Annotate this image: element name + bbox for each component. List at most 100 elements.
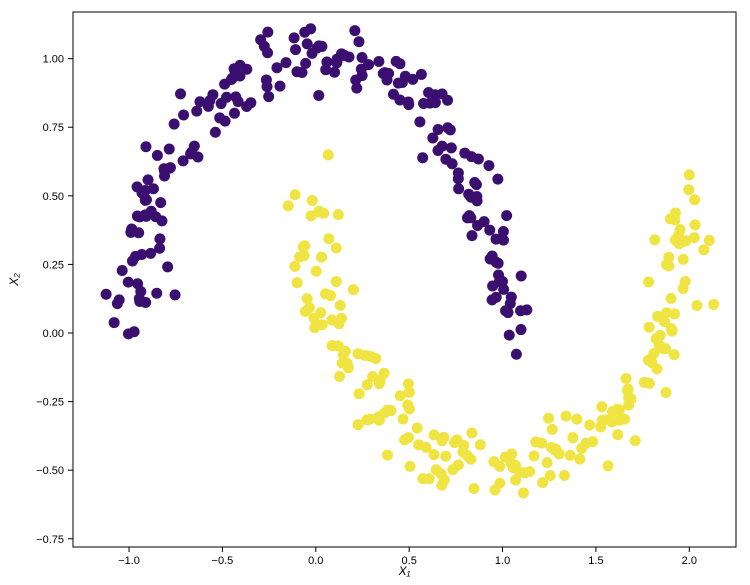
scatter-point bbox=[101, 289, 112, 300]
scatter-point bbox=[506, 458, 517, 469]
scatter-point bbox=[132, 278, 143, 289]
scatter-point bbox=[332, 56, 343, 67]
scatter-point bbox=[619, 414, 630, 425]
scatter-point bbox=[151, 288, 162, 299]
scatter-point bbox=[657, 343, 668, 354]
scatter-point bbox=[453, 183, 464, 194]
y-tick-label: −0.75 bbox=[36, 534, 64, 546]
scatter-point bbox=[621, 373, 632, 384]
scatter-point bbox=[229, 63, 240, 74]
scatter-point bbox=[559, 470, 570, 481]
scatter-point bbox=[271, 62, 282, 73]
scatter-point bbox=[644, 322, 655, 333]
y-tick-label: 0.75 bbox=[43, 122, 64, 134]
scatter-point bbox=[333, 209, 344, 220]
scatter-point bbox=[690, 219, 701, 230]
scatter-point bbox=[221, 92, 232, 103]
scatter-point bbox=[649, 234, 660, 245]
scatter-point bbox=[437, 141, 448, 152]
scatter-point bbox=[497, 276, 508, 287]
scatter-point bbox=[466, 230, 477, 241]
scatter-point bbox=[134, 211, 145, 222]
scatter-point bbox=[155, 197, 166, 208]
chart-svg: −1.0−0.50.00.51.01.52.0−0.75−0.50−0.250.… bbox=[0, 0, 750, 585]
scatter-point bbox=[331, 243, 342, 254]
scatter-point bbox=[162, 261, 173, 272]
y-tick-label: −0.50 bbox=[36, 465, 64, 477]
scatter-point bbox=[154, 243, 165, 254]
x-tick-label: 0.0 bbox=[308, 555, 323, 567]
scatter-point bbox=[667, 326, 678, 337]
y-tick-label: 0.50 bbox=[43, 191, 64, 203]
scatter-point bbox=[133, 227, 144, 238]
scatter-point bbox=[290, 189, 301, 200]
scatter-point bbox=[689, 194, 700, 205]
scatter-point bbox=[514, 467, 525, 478]
scatter-point bbox=[683, 184, 694, 195]
scatter-point bbox=[663, 260, 674, 271]
scatter-point bbox=[109, 317, 120, 328]
scatter-point bbox=[494, 461, 505, 472]
scatter-point bbox=[547, 424, 558, 435]
scatter-point bbox=[453, 167, 464, 178]
scatter-point bbox=[678, 254, 689, 265]
scatter-point bbox=[417, 473, 428, 484]
scatter-point bbox=[413, 439, 424, 450]
scatter-point bbox=[210, 127, 221, 138]
scatter-point bbox=[550, 444, 561, 455]
scatter-point bbox=[114, 294, 125, 305]
scatter-point bbox=[660, 387, 671, 398]
scatter-point bbox=[457, 447, 468, 458]
scatter-point bbox=[404, 403, 415, 414]
scatter-point bbox=[669, 308, 680, 319]
scatter-point bbox=[565, 450, 576, 461]
scatter-point bbox=[123, 277, 134, 288]
scatter-point bbox=[466, 192, 477, 203]
scatter-point bbox=[622, 385, 633, 396]
scatter-point bbox=[220, 116, 231, 127]
scatter-point bbox=[357, 52, 368, 63]
scatter-point bbox=[302, 38, 313, 49]
scatter-point bbox=[154, 233, 165, 244]
scatter-point bbox=[440, 451, 451, 462]
plot-border bbox=[73, 12, 736, 547]
scatter-point bbox=[436, 468, 447, 479]
scatter-point bbox=[261, 74, 272, 85]
scatter-point bbox=[289, 32, 300, 43]
y-axis-label: X₂ bbox=[7, 273, 21, 287]
scatter-point bbox=[403, 432, 414, 443]
scatter-point bbox=[299, 240, 310, 251]
scatter-point bbox=[353, 36, 364, 47]
scatter-point bbox=[574, 454, 585, 465]
scatter-point bbox=[483, 160, 494, 171]
scatter-point bbox=[191, 106, 202, 117]
scatter-point bbox=[313, 90, 324, 101]
scatter-point bbox=[596, 401, 607, 412]
scatter-point bbox=[311, 266, 322, 277]
scatter-point bbox=[379, 67, 390, 78]
x-tick-label: 1.5 bbox=[588, 555, 603, 567]
scatter-point bbox=[500, 305, 511, 316]
scatter-point bbox=[453, 459, 464, 470]
scatter-point bbox=[501, 210, 512, 221]
scatter-point bbox=[417, 152, 428, 163]
scatter-point bbox=[691, 300, 702, 311]
scatter-point bbox=[612, 429, 623, 440]
scatter-point bbox=[373, 411, 384, 422]
scatter-point bbox=[542, 457, 553, 468]
scatter-point bbox=[134, 293, 145, 304]
scatter-point bbox=[127, 255, 138, 266]
x-tick-label: 1.0 bbox=[495, 555, 510, 567]
scatter-chart: −1.0−0.50.00.51.01.52.0−0.75−0.50−0.250.… bbox=[0, 0, 750, 585]
scatter-point bbox=[304, 302, 315, 313]
scatter-point bbox=[511, 349, 522, 360]
scatter-point bbox=[312, 42, 323, 53]
scatter-point bbox=[584, 419, 595, 430]
scatter-point bbox=[597, 415, 608, 426]
scatter-point bbox=[290, 44, 301, 55]
scatter-point bbox=[283, 200, 294, 211]
scatter-point bbox=[561, 411, 572, 422]
scatter-point bbox=[393, 78, 404, 89]
y-tick-label: 0.25 bbox=[43, 259, 64, 271]
scatter-point bbox=[536, 438, 547, 449]
